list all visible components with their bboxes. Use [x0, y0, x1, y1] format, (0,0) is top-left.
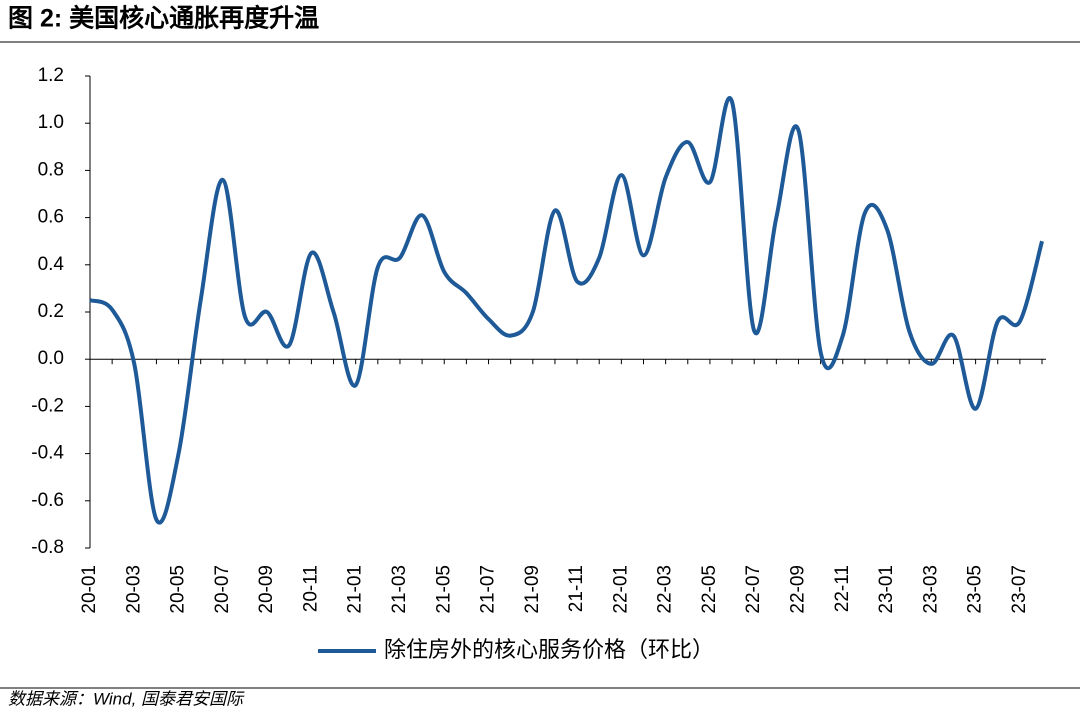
x-tick-label: 21-09 [522, 565, 543, 614]
series-line [89, 96, 1044, 525]
x-tick-label: 20-03 [123, 565, 144, 614]
x-tick-label: 20-11 [300, 565, 321, 612]
x-tick-label: 23-05 [965, 565, 986, 614]
x-tick-label: 21-07 [478, 565, 499, 614]
x-tick-label: 21-11 [566, 565, 587, 612]
y-tick-label: 0.4 [38, 254, 65, 275]
y-tick-label: 0.6 [38, 207, 64, 228]
x-tick-label: 20-09 [256, 565, 277, 614]
y-tick-label: 0.8 [38, 159, 64, 180]
y-tick-label: -0.4 [31, 443, 64, 464]
y-tick-label: 1.0 [38, 112, 64, 133]
x-tick-label: 21-01 [345, 565, 366, 614]
y-tick-label: 0.2 [38, 301, 64, 322]
y-tick-label: -0.6 [31, 490, 64, 511]
x-tick-label: 22-11 [832, 565, 853, 612]
x-tick-label: 22-05 [699, 565, 720, 614]
x-tick-label: 21-05 [433, 565, 454, 614]
y-tick-label: 0.0 [38, 348, 64, 369]
x-tick-label: 22-09 [787, 565, 808, 614]
x-tick-label: 22-03 [655, 565, 676, 614]
x-tick-label: 22-07 [743, 565, 764, 614]
source-note: 数据来源：Wind, 国泰君安国际 [8, 689, 245, 708]
x-tick-label: 23-03 [920, 565, 941, 614]
x-tick-label: 22-01 [610, 565, 631, 614]
x-tick-label: 20-05 [168, 565, 189, 614]
x-tick-label: 20-01 [79, 565, 100, 614]
legend-label: 除住房外的核心服务价格（环比） [384, 637, 714, 662]
chart-title: 图 2: 美国核心通胀再度升温 [8, 4, 319, 33]
x-tick-label: 20-07 [212, 565, 233, 614]
x-tick-label: 23-01 [876, 565, 897, 614]
x-tick-label: 23-07 [1009, 565, 1030, 614]
y-tick-label: 1.2 [38, 65, 64, 86]
x-tick-label: 21-03 [389, 565, 410, 614]
y-tick-label: -0.8 [31, 537, 64, 558]
y-tick-label: -0.2 [31, 395, 64, 416]
